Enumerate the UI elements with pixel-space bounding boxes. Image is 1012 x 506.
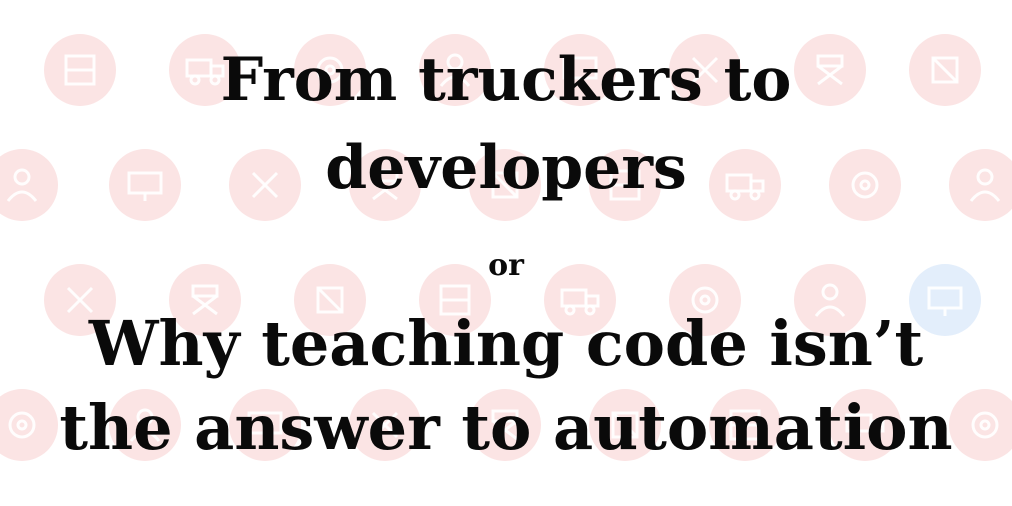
truck-icon (829, 389, 901, 461)
connector-word: or (488, 248, 524, 283)
chair-icon (349, 149, 421, 221)
cart-icon (709, 389, 781, 461)
box-icon (294, 264, 366, 336)
person-icon (109, 389, 181, 461)
gear-icon (829, 149, 901, 221)
subheadline-line-1: Why teaching code isn’t (88, 307, 924, 380)
monitor-icon (909, 264, 981, 336)
gear-icon (294, 34, 366, 106)
person-icon (794, 264, 866, 336)
cart-icon (419, 264, 491, 336)
headline-line-1: From truckers to (220, 45, 792, 115)
wrench-icon (349, 389, 421, 461)
gear-icon (669, 264, 741, 336)
truck-icon (169, 34, 241, 106)
headline-line-2: developers (325, 133, 687, 203)
person-icon (419, 34, 491, 106)
chair-icon (169, 264, 241, 336)
box-icon (589, 389, 661, 461)
person-icon (949, 149, 1012, 221)
chair-icon (469, 389, 541, 461)
subheadline-line-2: the answer to automation (59, 391, 953, 464)
gear-icon (0, 389, 58, 461)
person-icon (0, 149, 58, 221)
truck-icon (544, 264, 616, 336)
gear-icon (949, 389, 1012, 461)
box-icon (909, 34, 981, 106)
wrench-icon (669, 34, 741, 106)
cart-icon (589, 149, 661, 221)
cart-icon (44, 34, 116, 106)
truck-icon (709, 149, 781, 221)
monitor-icon (544, 34, 616, 106)
wrench-icon (44, 264, 116, 336)
chair-icon (794, 34, 866, 106)
monitor-icon (229, 389, 301, 461)
wrench-icon (229, 149, 301, 221)
monitor-icon (109, 149, 181, 221)
box-icon (469, 149, 541, 221)
